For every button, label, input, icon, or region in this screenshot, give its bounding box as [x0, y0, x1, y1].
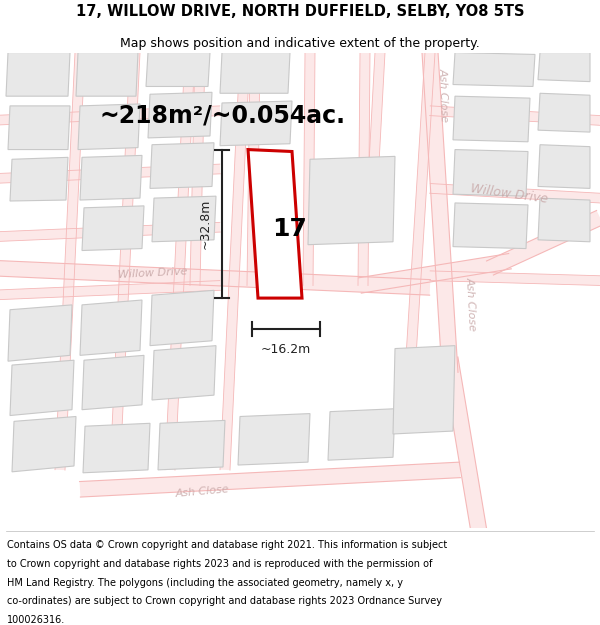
Polygon shape [430, 184, 600, 203]
Polygon shape [80, 462, 460, 497]
Text: Ash Close: Ash Close [438, 68, 450, 122]
Polygon shape [82, 206, 144, 251]
Polygon shape [10, 360, 74, 416]
Polygon shape [220, 52, 250, 470]
Polygon shape [82, 356, 144, 410]
Polygon shape [405, 52, 435, 373]
Polygon shape [8, 106, 70, 149]
Polygon shape [430, 271, 600, 286]
Polygon shape [328, 409, 395, 460]
Polygon shape [303, 52, 315, 286]
Polygon shape [365, 52, 385, 237]
Polygon shape [10, 158, 68, 201]
Polygon shape [8, 305, 72, 361]
Text: ~16.2m: ~16.2m [261, 342, 311, 356]
Text: Ash Close: Ash Close [175, 484, 230, 499]
Text: Willow Drive: Willow Drive [118, 266, 188, 280]
Polygon shape [83, 423, 150, 472]
Polygon shape [430, 106, 600, 125]
Polygon shape [12, 416, 76, 472]
Polygon shape [393, 346, 455, 434]
Polygon shape [165, 52, 195, 470]
Text: 17, WILLOW DRIVE, NORTH DUFFIELD, SELBY, YO8 5TS: 17, WILLOW DRIVE, NORTH DUFFIELD, SELBY,… [76, 4, 524, 19]
Polygon shape [538, 52, 590, 82]
Polygon shape [308, 156, 395, 245]
Text: co-ordinates) are subject to Crown copyright and database rights 2023 Ordnance S: co-ordinates) are subject to Crown copyr… [7, 596, 442, 606]
Polygon shape [358, 52, 370, 286]
Polygon shape [538, 93, 590, 132]
Polygon shape [148, 92, 212, 138]
Text: Map shows position and indicative extent of the property.: Map shows position and indicative extent… [120, 36, 480, 49]
Polygon shape [238, 414, 310, 465]
Text: 100026316.: 100026316. [7, 615, 65, 625]
Polygon shape [158, 421, 225, 470]
Polygon shape [190, 52, 205, 286]
Polygon shape [453, 52, 535, 86]
Polygon shape [220, 52, 290, 93]
Polygon shape [110, 52, 140, 470]
Text: 17: 17 [272, 217, 307, 241]
Polygon shape [538, 145, 590, 188]
Polygon shape [6, 52, 70, 96]
Polygon shape [146, 52, 210, 86]
Text: Ash Close: Ash Close [465, 277, 478, 331]
Polygon shape [152, 346, 216, 400]
Polygon shape [0, 281, 220, 300]
Polygon shape [453, 203, 528, 249]
Polygon shape [152, 196, 216, 242]
Polygon shape [150, 290, 214, 346]
Polygon shape [453, 96, 530, 142]
Polygon shape [78, 104, 140, 149]
Polygon shape [422, 52, 458, 373]
Polygon shape [220, 101, 292, 146]
Polygon shape [150, 142, 214, 188]
Text: ~32.8m: ~32.8m [199, 199, 212, 249]
Polygon shape [80, 156, 142, 200]
Text: ~218m²/~0.054ac.: ~218m²/~0.054ac. [100, 103, 346, 127]
Polygon shape [442, 357, 488, 539]
Polygon shape [0, 164, 220, 184]
Polygon shape [55, 52, 85, 470]
Polygon shape [487, 211, 600, 275]
Polygon shape [453, 149, 528, 196]
Text: HM Land Registry. The polygons (including the associated geometry, namely x, y: HM Land Registry. The polygons (includin… [7, 578, 403, 587]
Polygon shape [76, 52, 138, 96]
Text: Willow Drive: Willow Drive [470, 182, 549, 206]
Polygon shape [247, 52, 260, 286]
Text: to Crown copyright and database rights 2023 and is reproduced with the permissio: to Crown copyright and database rights 2… [7, 559, 433, 569]
Polygon shape [359, 254, 511, 293]
Polygon shape [248, 149, 302, 298]
Polygon shape [0, 222, 220, 242]
Text: Contains OS data © Crown copyright and database right 2021. This information is : Contains OS data © Crown copyright and d… [7, 540, 448, 550]
Polygon shape [0, 260, 430, 295]
Polygon shape [538, 198, 590, 242]
Polygon shape [0, 106, 220, 125]
Polygon shape [80, 300, 142, 356]
